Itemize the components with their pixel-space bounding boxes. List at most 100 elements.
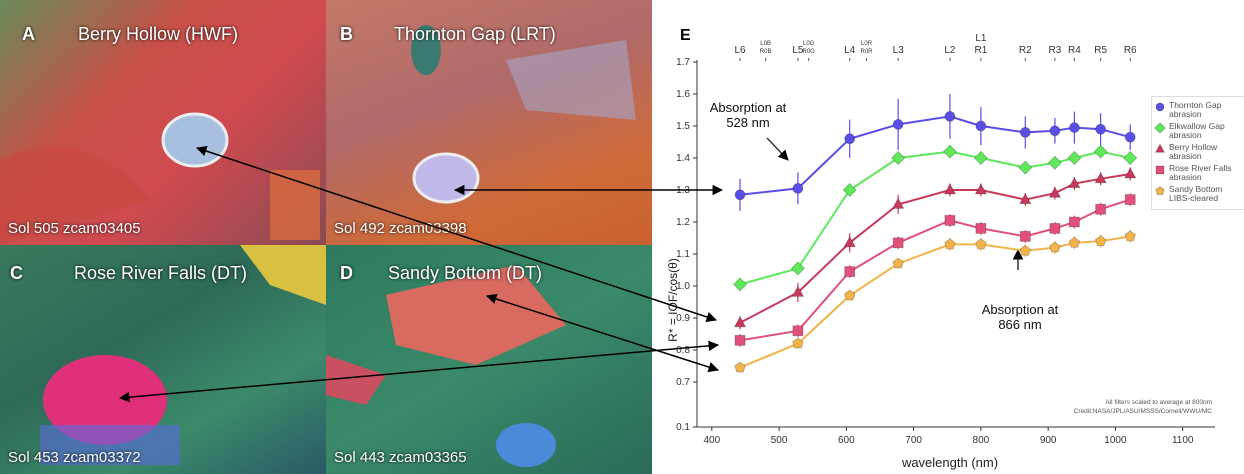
data-point	[842, 182, 857, 198]
image-panel: A Berry Hollow (HWF) Sol 505 zcam03405	[0, 0, 326, 245]
data-point	[975, 120, 987, 132]
y-tick-label: 1.7	[676, 57, 690, 68]
x-tick-label: 700	[905, 435, 922, 446]
x-axis-label: wavelength (nm)	[901, 455, 998, 470]
top-tick-label: R4	[1068, 45, 1081, 56]
y-tick-label: 1.1	[676, 249, 690, 260]
top-tick-label: R6	[1124, 45, 1137, 56]
annotation: Absorption at 528 nm	[709, 100, 787, 130]
legend: Thornton Gap abrasion Elkwallow Gap abras…	[1151, 96, 1244, 210]
note: Credit:NASA/JPL/ASU/MSSS/Cornell/WWU/MC	[1074, 408, 1213, 415]
legend-label: Berry Hollow abrasion	[1169, 142, 1218, 161]
data-point	[1095, 123, 1107, 135]
panel-title: Thornton Gap (LRT)	[394, 24, 556, 44]
top-tick-label: R1	[974, 45, 987, 56]
top-tick-label: L6	[734, 45, 746, 56]
top-tick-label: L0R	[861, 41, 873, 47]
y-tick-label: 0.9	[676, 313, 690, 324]
legend-item: Thornton Gap abrasion	[1154, 101, 1242, 119]
y-tick-label: 1.0	[676, 281, 690, 292]
x-tick-label: 1000	[1104, 435, 1127, 446]
data-point	[944, 111, 956, 122]
data-point	[1093, 144, 1108, 159]
data-point	[1047, 155, 1062, 170]
data-point	[844, 289, 856, 301]
data-point	[734, 334, 746, 346]
top-tick-label: L2	[944, 45, 956, 56]
note: All filters scaled to average at 800nm	[1105, 399, 1212, 406]
data-point	[1068, 236, 1081, 248]
y-tick-label: 1.4	[676, 153, 690, 164]
data-point	[844, 133, 856, 145]
data-point	[944, 214, 956, 226]
legend-label: Rose River Falls abrasion	[1169, 163, 1232, 182]
data-point	[1049, 125, 1061, 137]
legend-swatch	[1154, 143, 1166, 153]
data-point	[974, 183, 988, 195]
x-tick-label: 500	[771, 435, 788, 446]
data-point	[1068, 176, 1081, 189]
data-point	[844, 266, 856, 278]
annotation: Absorption at 866 nm	[981, 302, 1059, 332]
top-tick-label: R0R	[861, 49, 874, 55]
data-point	[942, 144, 958, 159]
data-point	[732, 277, 748, 292]
data-point	[734, 189, 746, 201]
link-arrow	[118, 340, 720, 403]
legend-item: Berry Hollow abrasion	[1154, 143, 1242, 161]
data-point	[891, 197, 905, 209]
data-point	[891, 150, 906, 166]
data-point	[1124, 230, 1136, 242]
legend-swatch	[1155, 165, 1165, 175]
legend-item: Elkwallow Gap abrasion	[1154, 122, 1242, 140]
top-tick-label: L5	[792, 45, 804, 56]
data-point	[975, 238, 987, 250]
data-point	[843, 235, 856, 248]
panel-sol: Sol 443 zcam03365	[334, 449, 467, 466]
top-tick-label: L0B	[760, 41, 771, 47]
panel-sol: Sol 505 zcam03405	[8, 220, 141, 237]
data-point	[943, 183, 957, 195]
legend-marker	[1155, 102, 1165, 112]
legend-label: Sandy Bottom LIBS-cleared	[1169, 184, 1223, 203]
data-point	[1124, 167, 1137, 179]
x-tick-label: 800	[973, 435, 990, 446]
data-point	[733, 315, 747, 328]
data-point	[1048, 186, 1062, 198]
legend-marker	[1155, 165, 1165, 175]
panel-letter: E	[680, 27, 691, 44]
y-tick-label: 0.1	[676, 422, 690, 433]
data-point	[1067, 150, 1082, 166]
top-tick-label: R0G	[803, 49, 816, 55]
legend-marker	[1155, 186, 1165, 195]
link-arrow	[196, 145, 717, 323]
data-point	[791, 285, 805, 297]
data-point	[1094, 171, 1107, 184]
data-point	[1124, 194, 1136, 206]
data-point	[1069, 216, 1080, 228]
data-point	[892, 119, 904, 130]
annotation-arrow	[766, 137, 789, 161]
panel-letter: B	[340, 24, 353, 44]
data-point	[790, 261, 805, 276]
data-point	[792, 325, 804, 337]
data-point	[975, 222, 987, 234]
data-point	[1019, 126, 1031, 138]
data-point	[944, 238, 956, 250]
y-tick-label: 0.8	[676, 345, 690, 356]
data-point	[1019, 244, 1031, 256]
data-point	[1094, 235, 1107, 247]
data-point	[1095, 203, 1107, 215]
data-point	[734, 361, 746, 373]
data-point	[1124, 131, 1136, 143]
data-point	[1018, 160, 1033, 175]
data-point	[1049, 222, 1061, 234]
x-tick-label: 1100	[1172, 435, 1194, 446]
y-tick-label: 1.6	[676, 89, 690, 100]
data-point	[792, 182, 804, 194]
data-point	[1019, 230, 1031, 242]
x-tick-label: 900	[1040, 435, 1057, 446]
data-point	[892, 257, 904, 269]
